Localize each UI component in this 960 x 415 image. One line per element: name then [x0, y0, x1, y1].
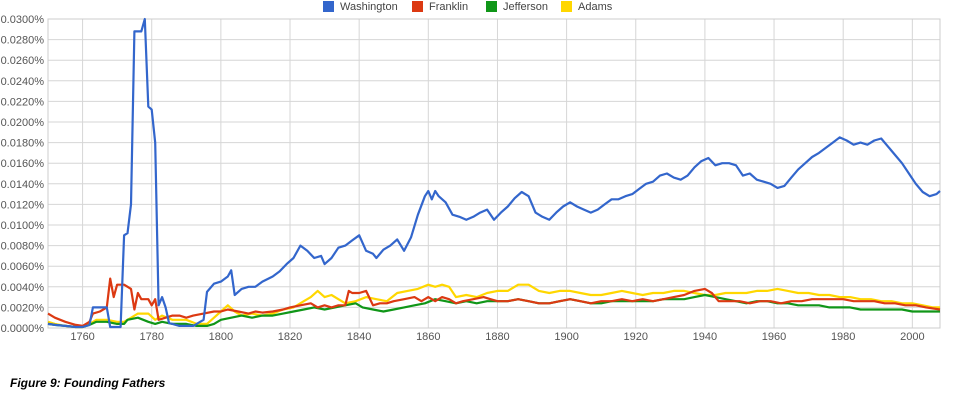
- series-line-franklin: [47, 277, 941, 327]
- legend-item-washington: Washington: [323, 1, 398, 13]
- y-tick-label: 0.0080%: [1, 241, 45, 253]
- y-tick-label: 0.0000%: [1, 323, 45, 335]
- chart-grid: [47, 18, 941, 329]
- x-tick-label: 1840: [347, 331, 371, 343]
- chart-series: [47, 17, 941, 329]
- series-line-adams: [47, 283, 940, 329]
- x-tick-label: 1900: [554, 331, 578, 343]
- legend-swatch: [323, 1, 334, 12]
- y-tick-label: 0.0220%: [1, 96, 45, 108]
- y-tick-label: 0.0300%: [1, 14, 45, 26]
- y-tick-label: 0.0280%: [1, 35, 45, 47]
- legend-item-adams: Adams: [561, 1, 613, 13]
- x-tick-label: 1940: [693, 331, 717, 343]
- y-tick-label: 0.0180%: [1, 138, 45, 150]
- x-axis-ticks: 1760 1780 1800 1820 1840 1860 1880 1900 1920 1940…: [70, 331, 924, 343]
- y-tick-label: 0.0020%: [1, 302, 45, 314]
- legend-label: Washington: [340, 1, 398, 13]
- legend-swatch: [412, 1, 423, 12]
- chart-legend: Washington Franklin Jefferson Adams: [323, 1, 613, 13]
- y-tick-label: 0.0200%: [1, 117, 45, 129]
- x-tick-label: 1760: [70, 331, 94, 343]
- line-chart: Washington Franklin Jefferson Adams 0.0000%…: [1, 1, 941, 343]
- legend-swatch: [561, 1, 572, 12]
- y-tick-label: 0.0240%: [1, 76, 45, 88]
- y-tick-label: 0.0140%: [1, 179, 45, 191]
- y-axis-ticks: 0.0000% 0.0020% 0.0040% 0.0060% 0.0080% 0.010…: [1, 14, 45, 335]
- y-tick-label: 0.0260%: [1, 55, 45, 67]
- legend-label: Franklin: [429, 1, 468, 13]
- y-tick-label: 0.0100%: [1, 220, 45, 232]
- y-tick-label: 0.0160%: [1, 158, 45, 170]
- plot-area-border: [47, 18, 941, 329]
- x-tick-label: 2000: [900, 331, 924, 343]
- x-tick-label: 1800: [209, 331, 233, 343]
- x-tick-label: 1960: [762, 331, 786, 343]
- legend-label: Jefferson: [503, 1, 548, 13]
- legend-swatch: [486, 1, 497, 12]
- x-tick-label: 1860: [416, 331, 440, 343]
- legend-item-jefferson: Jefferson: [486, 1, 548, 13]
- y-tick-label: 0.0060%: [1, 261, 45, 273]
- x-tick-label: 1780: [139, 331, 163, 343]
- x-tick-label: 1820: [278, 331, 302, 343]
- figure-caption: Figure 9: Founding Fathers: [10, 376, 166, 390]
- legend-item-franklin: Franklin: [412, 1, 468, 13]
- y-tick-label: 0.0120%: [1, 199, 45, 211]
- x-tick-label: 1920: [624, 331, 648, 343]
- series-line-washington: [47, 17, 941, 329]
- x-tick-label: 1880: [485, 331, 509, 343]
- y-tick-label: 0.0040%: [1, 282, 45, 294]
- legend-label: Adams: [578, 1, 613, 13]
- x-tick-label: 1980: [831, 331, 855, 343]
